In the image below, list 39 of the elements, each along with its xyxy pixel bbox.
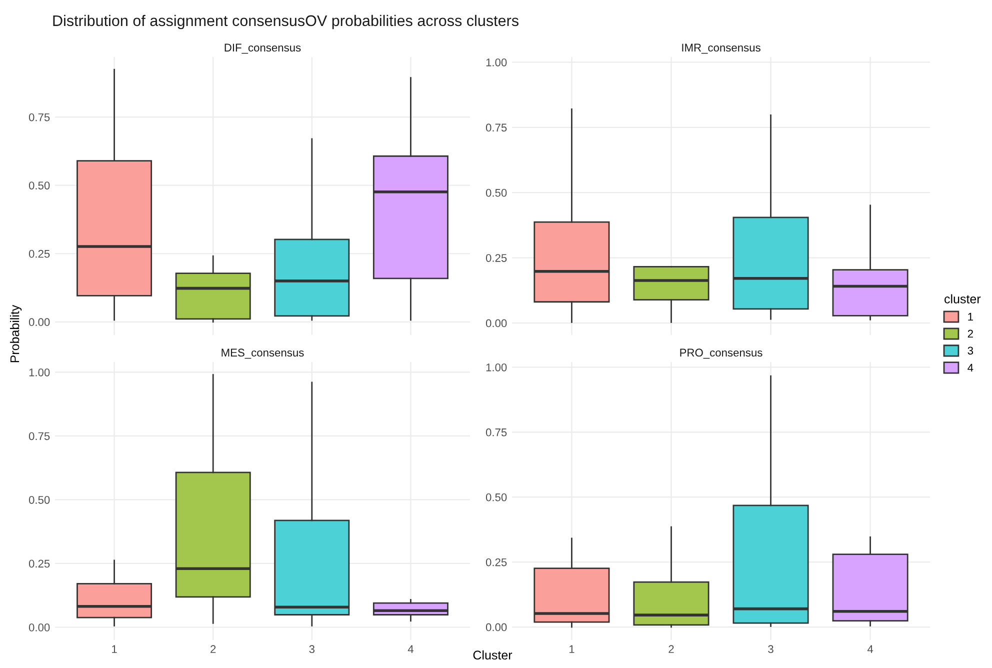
- y-tick-label: 0.50: [28, 496, 50, 504]
- legend-label: 2: [968, 330, 973, 338]
- y-tick-label: 1.00: [29, 368, 50, 376]
- y-tick-label: 0.25: [486, 558, 507, 566]
- chart-subtitle: MES_consensus: [222, 348, 304, 359]
- y-tick-label: 0.00: [486, 319, 507, 328]
- y-tick-label: 0.75: [28, 432, 50, 440]
- y-tick-label: 0.00: [28, 624, 50, 632]
- y-tick-label: 0.75: [486, 428, 507, 436]
- x-tick-label: 4: [408, 645, 414, 653]
- y-tick-label: 0.75: [486, 124, 507, 132]
- legend-title: cluster: [944, 294, 981, 304]
- chart-title: Distribution of assignment consensusOV probabilities across clusters: [53, 14, 518, 30]
- legend-label: 1: [968, 312, 973, 321]
- y-axis-title: Probability: [10, 304, 22, 362]
- y-tick-label: 0.25: [486, 254, 507, 262]
- x-tick-label: 1: [112, 645, 117, 653]
- x-tick-label: 3: [768, 645, 774, 654]
- chart-subtitle: DIF_consensus: [224, 44, 301, 54]
- y-tick-label: 0.50: [486, 493, 507, 502]
- x-axis-title: Cluster: [473, 650, 512, 660]
- x-tick-label: 2: [210, 645, 216, 653]
- y-tick-label: 0.00: [486, 623, 507, 632]
- y-tick-label: 0.00: [28, 318, 50, 326]
- y-tick-label: 0.75: [28, 113, 50, 122]
- legend-label: 4: [968, 364, 974, 372]
- y-tick-label: 0.50: [486, 188, 507, 197]
- chart-subtitle: IMR_consensus: [682, 44, 760, 54]
- chart-subtitle: PRO_consensus: [680, 348, 762, 359]
- y-tick-label: 0.50: [28, 182, 50, 190]
- y-tick-label: 0.25: [28, 560, 50, 568]
- x-tick-label: 2: [668, 645, 674, 653]
- legend-label: 3: [968, 346, 974, 355]
- y-tick-label: 1.00: [486, 58, 507, 66]
- y-tick-label: 0.25: [28, 250, 50, 258]
- x-tick-label: 4: [867, 645, 874, 653]
- x-tick-label: 3: [309, 645, 315, 654]
- y-tick-label: 1.00: [486, 363, 507, 372]
- x-tick-label: 1: [569, 645, 574, 653]
